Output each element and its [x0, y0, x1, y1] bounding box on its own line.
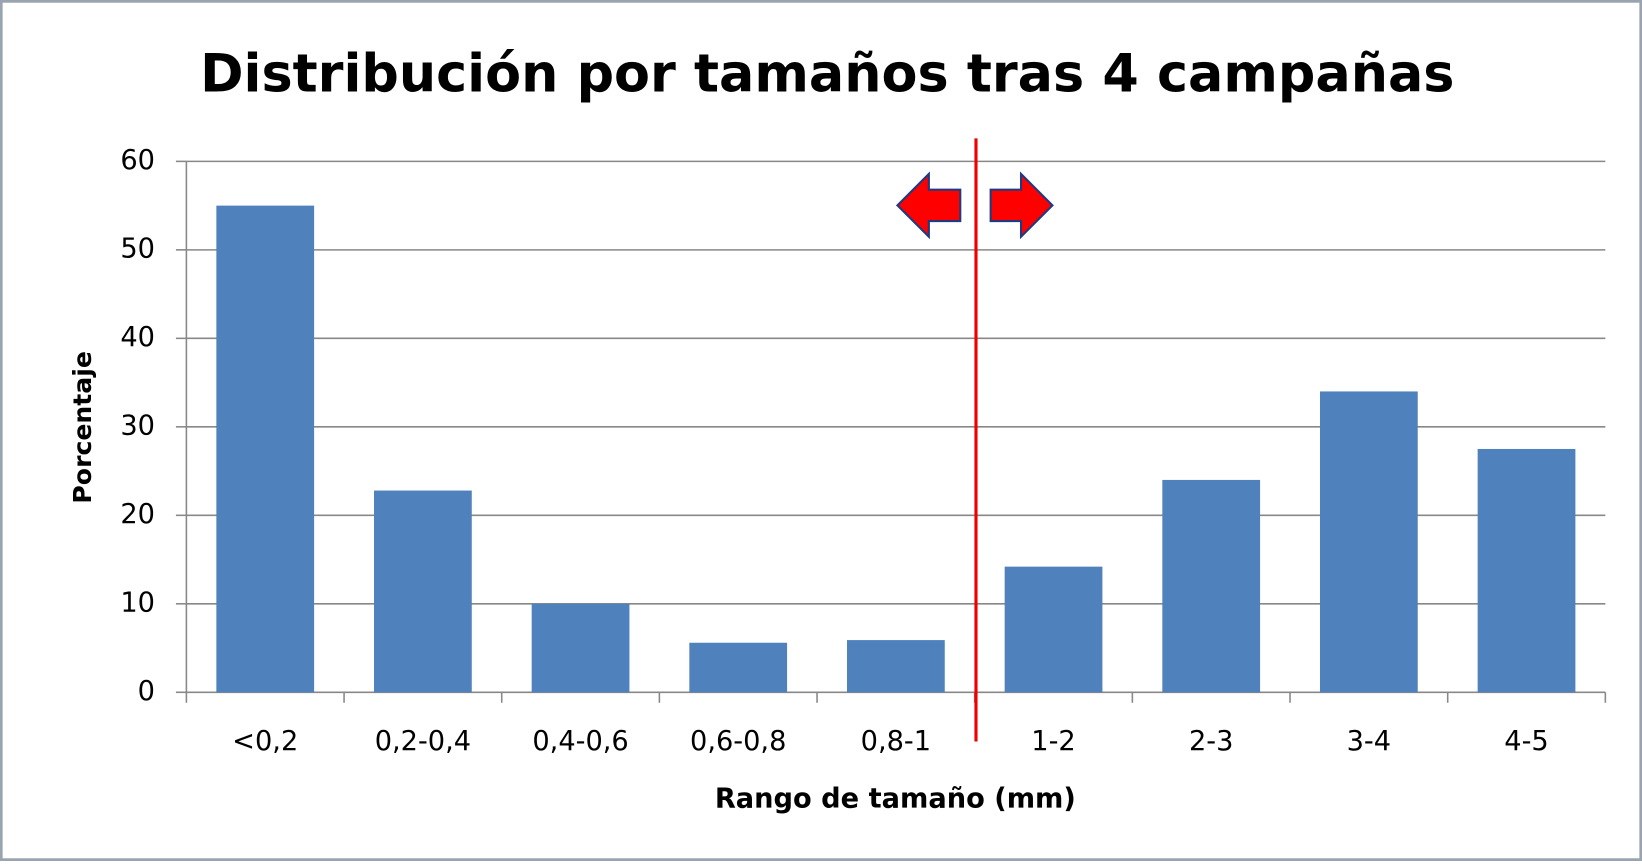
x-tick-label: 3-4	[1347, 726, 1391, 757]
x-tick-label: 0,6-0,8	[690, 726, 786, 757]
right-arrow	[989, 171, 1054, 240]
y-tick-label: 0	[138, 676, 155, 707]
x-tick-label: 4-5	[1504, 726, 1548, 757]
plot-area: 0 10 20 30 40 50 60 <0,2 0,2-0,4 0,4-0,6 0,6-0,8 0,…	[120, 145, 1607, 757]
bar	[531, 603, 630, 693]
chart-title: Distribución por tamaños tras 4 campañas	[200, 44, 1454, 105]
y-axis-label: Porcentaje	[68, 351, 97, 504]
x-axis-label: Rango de tamaño (mm)	[715, 784, 1076, 815]
y-tick-label: 60	[120, 145, 155, 176]
y-tick-label: 30	[120, 410, 155, 441]
x-tick-label: 2-3	[1189, 726, 1233, 757]
bar	[1319, 391, 1418, 693]
y-tick-label: 10	[120, 587, 155, 618]
bar	[1477, 448, 1576, 693]
y-tick-label: 50	[120, 233, 155, 264]
x-tick-label: <0,2	[232, 726, 298, 757]
left-arrow	[895, 171, 962, 240]
bar	[846, 640, 945, 693]
bar	[1162, 479, 1261, 693]
y-tick-label: 20	[120, 499, 155, 530]
x-tick-label: 0,4-0,6	[532, 726, 628, 757]
bar	[1004, 566, 1103, 693]
bar	[216, 205, 315, 693]
x-tick-label: 1-2	[1031, 726, 1075, 757]
x-tick-label: 0,2-0,4	[375, 726, 471, 757]
bar	[374, 490, 472, 693]
bar	[689, 642, 788, 693]
x-tick-label: 0,8-1	[861, 726, 931, 757]
y-tick-label: 40	[120, 322, 155, 353]
